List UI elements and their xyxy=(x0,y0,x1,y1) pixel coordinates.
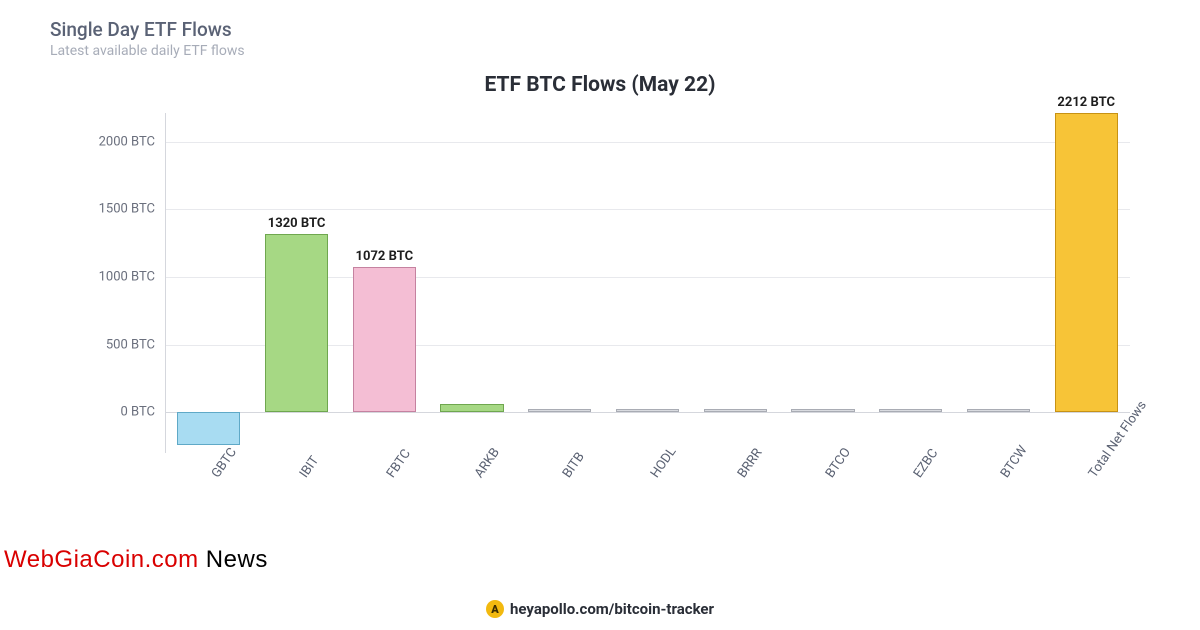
bar xyxy=(704,409,767,412)
x-label-cell: ARKB xyxy=(428,465,516,545)
bar xyxy=(1055,113,1118,412)
bar xyxy=(528,409,591,412)
bar-slot: 1320 BTC xyxy=(253,113,341,453)
chart-plot: 0 BTC500 BTC1000 BTC1500 BTC2000 BTC1320… xyxy=(165,113,1130,453)
bar-slot xyxy=(691,113,779,453)
bar-slot xyxy=(867,113,955,453)
bar-slot xyxy=(955,113,1043,453)
bar-slot xyxy=(165,113,253,453)
bar-slot xyxy=(516,113,604,453)
bars-group: 1320 BTC 1072 BTC 2212 BTC xyxy=(165,113,1130,453)
y-tick-label: 500 BTC xyxy=(106,337,155,352)
bar-value-label: 1320 BTC xyxy=(268,216,326,231)
x-label-cell: EZBC xyxy=(867,465,955,545)
footer-link-text: heyapollo.com/bitcoin-tracker xyxy=(510,600,714,618)
bar xyxy=(177,412,240,444)
bar-slot xyxy=(779,113,867,453)
bar xyxy=(791,409,854,412)
y-tick-label: 1000 BTC xyxy=(99,270,155,285)
bar-value-label: 1072 BTC xyxy=(356,249,414,264)
x-tick-label: BITB xyxy=(560,450,588,481)
bar-slot xyxy=(428,113,516,453)
y-tick-label: 2000 BTC xyxy=(99,134,155,149)
watermark-black: News xyxy=(199,546,268,573)
bar xyxy=(879,409,942,412)
bar xyxy=(967,409,1030,412)
brand-badge-icon: A xyxy=(486,600,504,618)
x-tick-label: IBIT xyxy=(296,454,321,481)
bar-slot xyxy=(604,113,692,453)
x-label-cell: FBTC xyxy=(340,465,428,545)
bar-slot: 2212 BTC xyxy=(1042,113,1130,453)
x-label-cell: Total Net Flows xyxy=(1042,465,1130,545)
x-label-cell: BTCO xyxy=(779,465,867,545)
y-tick-label: 0 BTC xyxy=(121,405,156,420)
watermark-red: WebGiaCoin.com xyxy=(4,546,199,573)
x-label-cell: GBTC xyxy=(165,465,253,545)
x-label-cell: IBIT xyxy=(253,465,341,545)
x-label-cell: BRRR xyxy=(691,465,779,545)
header: Single Day ETF Flows Latest available da… xyxy=(50,18,1150,59)
x-label-cell: BITB xyxy=(516,465,604,545)
footer: A heyapollo.com/bitcoin-tracker xyxy=(0,600,1200,618)
page-container: Single Day ETF Flows Latest available da… xyxy=(0,0,1200,630)
x-label-cell: BTCW xyxy=(955,465,1043,545)
bar xyxy=(440,404,503,412)
chart-title: ETF BTC Flows (May 22) xyxy=(50,73,1150,97)
bar xyxy=(616,409,679,412)
x-axis-labels: GBTCIBITFBTCARKBBITBHODLBRRRBTCOEZBCBTCW… xyxy=(165,465,1130,545)
bar xyxy=(353,267,416,412)
bar-value-label: 2212 BTC xyxy=(1057,95,1115,110)
bar-slot: 1072 BTC xyxy=(340,113,428,453)
page-subtitle: Latest available daily ETF flows xyxy=(50,43,1150,59)
chart-area: 0 BTC 500 BTC 1000 BTC 1500 BTC 2000 BTC 1320… xyxy=(80,113,1140,453)
y-tick-label: 1500 BTC xyxy=(99,202,155,217)
x-label-cell: HODL xyxy=(604,465,692,545)
bar xyxy=(265,234,328,413)
watermark: WebGiaCoin.com News xyxy=(4,546,268,574)
page-title: Single Day ETF Flows xyxy=(50,18,1150,41)
